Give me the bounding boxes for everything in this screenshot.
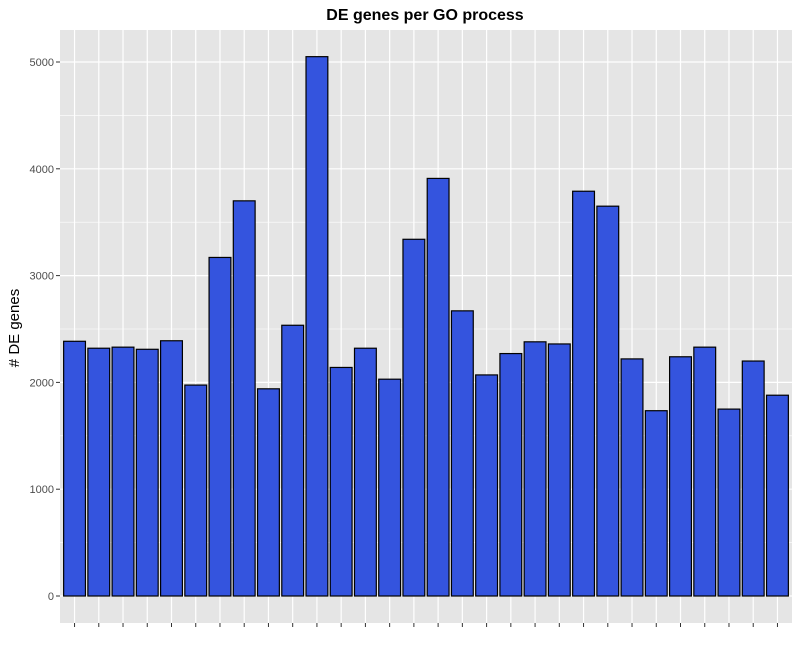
bar — [620, 358, 644, 597]
bar — [523, 341, 547, 597]
bar — [63, 340, 87, 597]
y-tick-label: 1000 — [30, 484, 54, 496]
bar — [450, 310, 474, 597]
bar — [256, 388, 280, 597]
chart-title: DE genes per GO process — [326, 7, 524, 24]
bar — [353, 347, 377, 597]
bar — [765, 394, 789, 597]
bar — [184, 384, 208, 597]
bar — [378, 378, 402, 597]
bar — [87, 347, 111, 597]
bars — [63, 56, 789, 597]
bar — [499, 352, 523, 597]
bar — [426, 177, 450, 597]
y-tick-label: 2000 — [30, 377, 54, 389]
bar — [329, 366, 353, 597]
bar — [475, 374, 499, 597]
bar — [547, 343, 571, 597]
y-axis-label: # DE genes — [6, 289, 23, 367]
bar — [159, 340, 184, 597]
bar — [572, 190, 596, 597]
y-tick-label: 3000 — [30, 271, 54, 283]
bar — [208, 256, 232, 597]
bar — [741, 360, 765, 597]
bar — [668, 356, 693, 597]
bar — [281, 324, 305, 597]
y-tick-label: 5000 — [30, 57, 54, 69]
bar — [135, 348, 159, 597]
x-axis — [74, 623, 778, 627]
y-tick-label: 0 — [48, 591, 54, 603]
bar — [596, 205, 620, 597]
bar — [111, 346, 135, 597]
bar — [693, 346, 717, 597]
y-axis: 0 1000 2000 3000 4000 5000 — [30, 57, 60, 603]
bar — [402, 238, 426, 597]
y-tick-label: 4000 — [30, 164, 54, 176]
bar — [305, 56, 329, 597]
bar — [717, 408, 741, 597]
bar — [644, 410, 668, 597]
bar — [232, 200, 256, 597]
